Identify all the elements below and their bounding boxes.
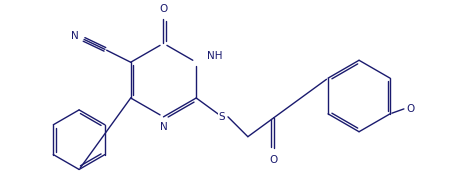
Text: NH: NH (207, 51, 222, 61)
Text: N: N (71, 31, 79, 41)
Text: O: O (406, 104, 414, 114)
Text: S: S (218, 112, 225, 122)
Text: O: O (159, 4, 167, 14)
Text: O: O (269, 155, 277, 165)
Text: N: N (159, 122, 167, 132)
